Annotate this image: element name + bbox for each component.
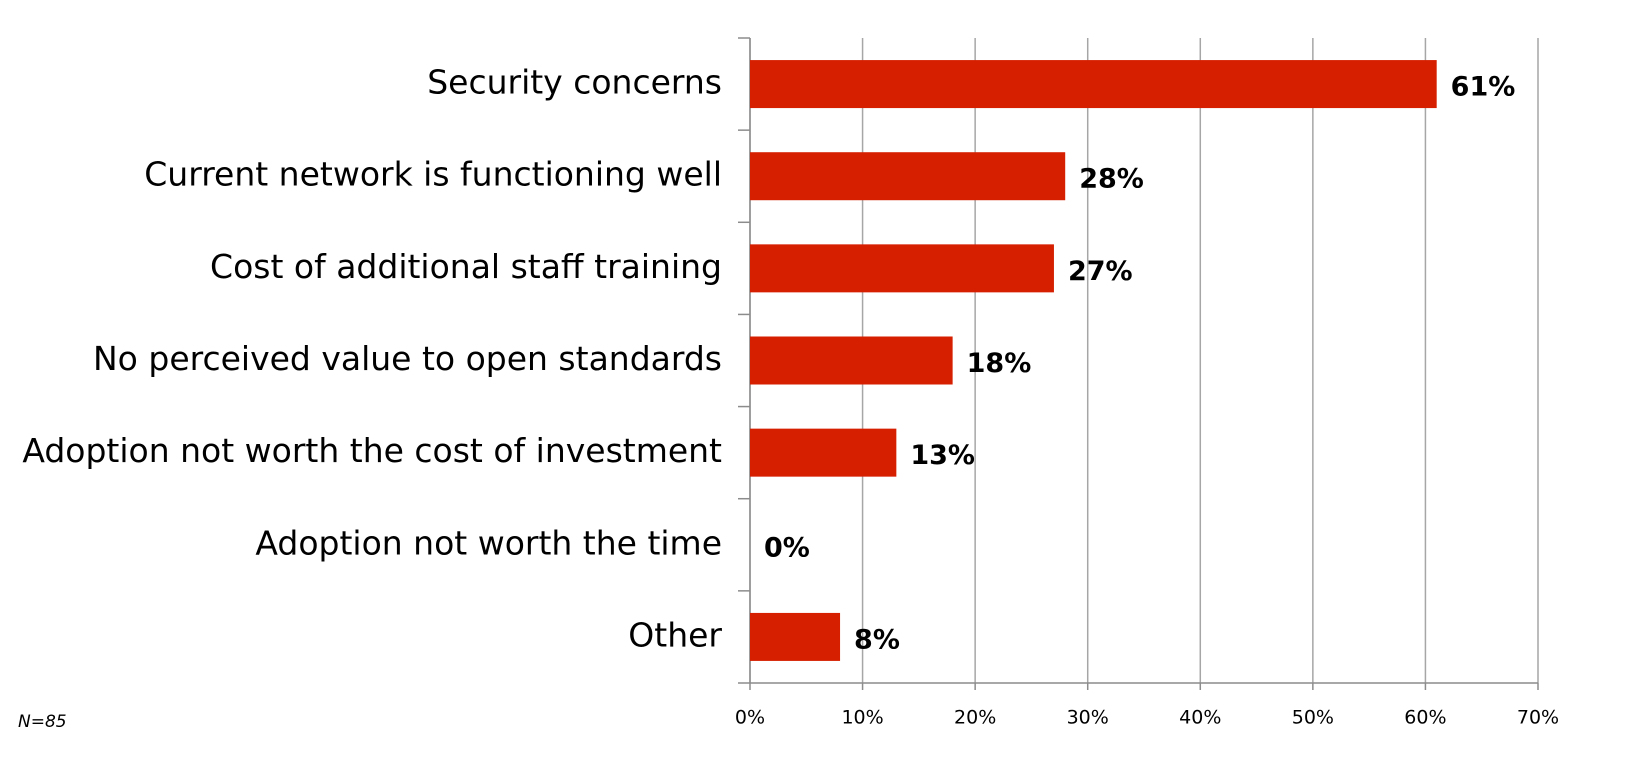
bar [750, 612, 841, 661]
x-tick-label: 70% [1517, 707, 1559, 729]
category-label: Current network is functioning well [144, 155, 722, 194]
bar [750, 152, 1066, 201]
x-tick-label: 20% [954, 707, 996, 729]
sample-size-note: N=85 [18, 712, 67, 732]
category-label: Adoption not worth the cost of investmen… [22, 431, 722, 470]
value-label: 18% [967, 348, 1032, 379]
bar [750, 336, 953, 385]
value-label: 27% [1068, 256, 1133, 287]
value-label: 13% [910, 440, 975, 471]
category-label: Adoption not worth the time [255, 523, 722, 562]
value-label: 0% [764, 532, 810, 563]
bar [750, 428, 897, 477]
x-tick-label: 60% [1404, 707, 1446, 729]
x-tick-label: 10% [841, 707, 883, 729]
bar [750, 60, 1437, 109]
x-tick-label: 30% [1067, 707, 1109, 729]
x-tick-label: 0% [735, 707, 765, 729]
category-label: No perceived value to open standards [93, 339, 722, 378]
category-label: Cost of additional staff training [210, 247, 722, 286]
category-label: Security concerns [427, 63, 722, 102]
x-tick-label: 50% [1292, 707, 1334, 729]
value-label: 8% [854, 624, 900, 655]
x-tick-label: 40% [1179, 707, 1221, 729]
value-label: 61% [1451, 72, 1516, 103]
category-label: Other [628, 615, 722, 654]
value-label: 28% [1079, 164, 1144, 195]
bar [750, 244, 1054, 293]
